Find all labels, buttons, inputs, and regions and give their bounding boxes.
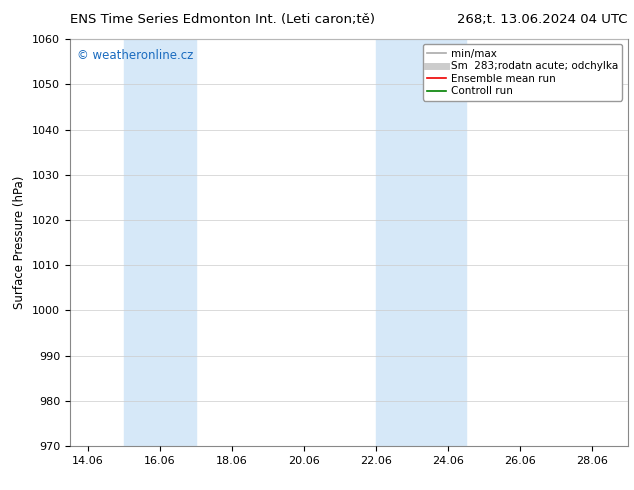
Text: 268;t. 13.06.2024 04 UTC: 268;t. 13.06.2024 04 UTC <box>457 13 628 26</box>
Legend: min/max, Sm  283;rodatn acute; odchylka, Ensemble mean run, Controll run: min/max, Sm 283;rodatn acute; odchylka, … <box>423 45 623 100</box>
Text: © weatheronline.cz: © weatheronline.cz <box>77 49 193 62</box>
Bar <box>124 39 196 446</box>
Y-axis label: Surface Pressure (hPa): Surface Pressure (hPa) <box>13 176 27 309</box>
Bar <box>376 39 466 446</box>
Text: ENS Time Series Edmonton Int. (Leti caron;tě): ENS Time Series Edmonton Int. (Leti caro… <box>70 13 375 26</box>
